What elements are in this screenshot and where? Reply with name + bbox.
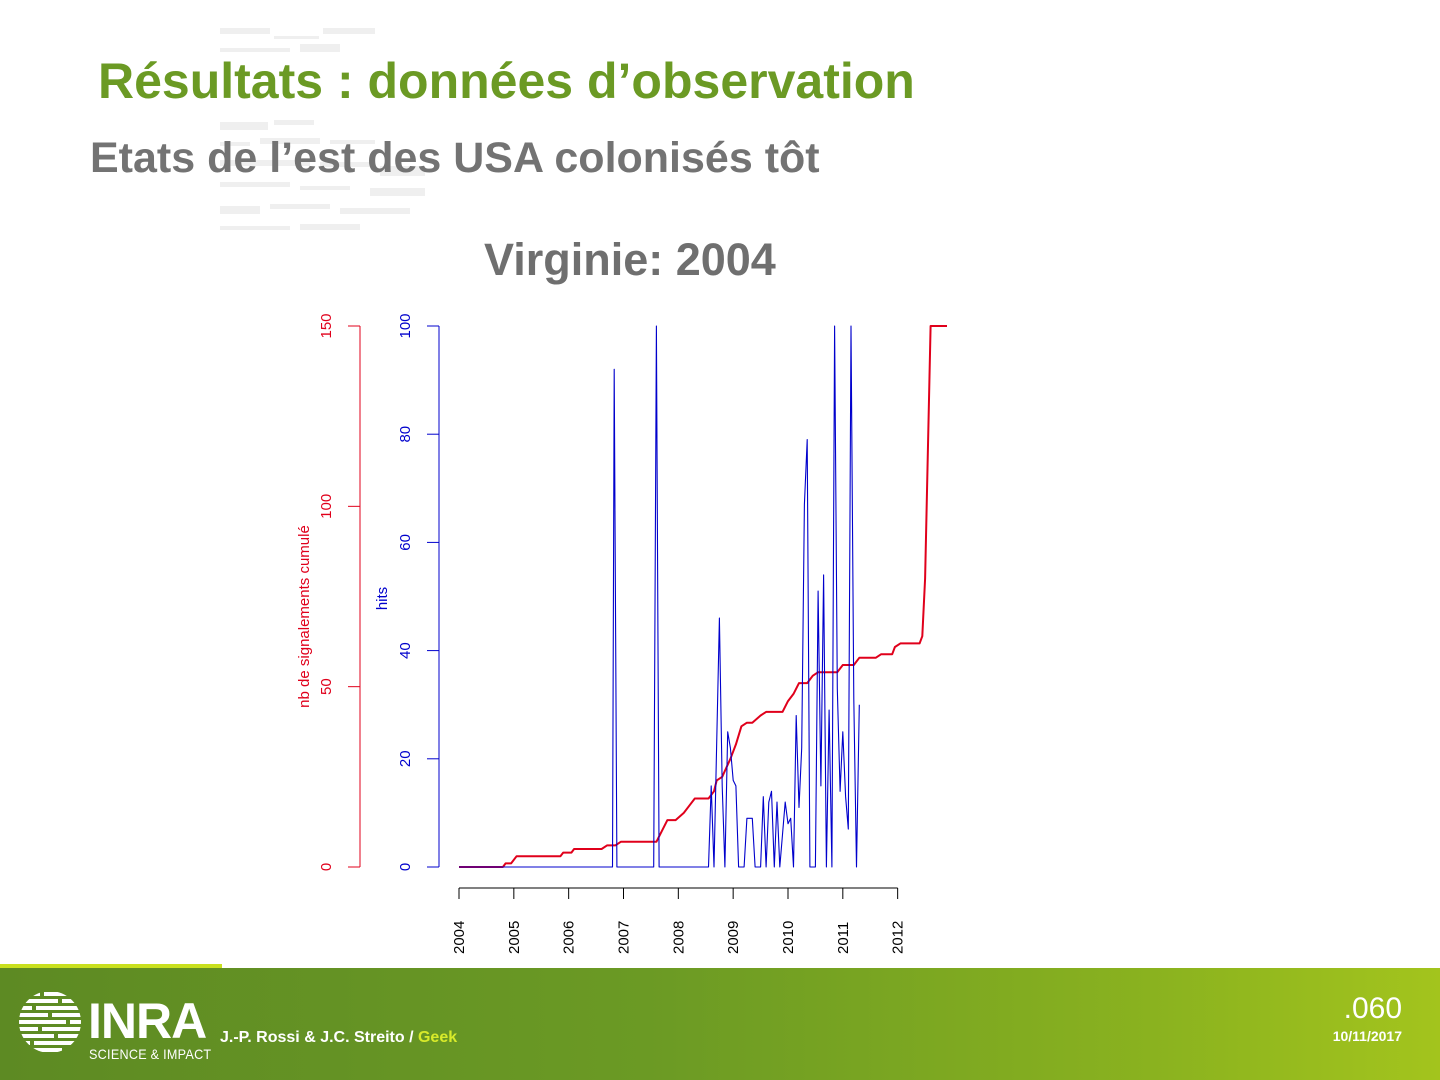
hits-axis-tick-label: 80 bbox=[397, 426, 414, 443]
hits-axis-tick-label: 0 bbox=[397, 863, 414, 871]
dual-axis-line-chart: 0 50 100 150 nb de signalements cumulé 0 20 40… bbox=[296, 313, 947, 954]
logo-tagline: SCIENCE & IMPACT bbox=[89, 1046, 212, 1062]
authors-text: J.-P. Rossi & J.C. Streito / bbox=[220, 1029, 418, 1046]
x-axis-tick-label: 2007 bbox=[615, 921, 632, 954]
left-axis-tick-label: 100 bbox=[318, 494, 335, 519]
footer-band: INRA SCIENCE & IMPACT J.-P. Rossi & J.C.… bbox=[0, 968, 1440, 1080]
logo-wordmark: INRA bbox=[88, 993, 207, 1049]
hits-axis-tick-label: 100 bbox=[397, 313, 414, 338]
series-layer bbox=[459, 325, 947, 868]
footer-accent-bar bbox=[0, 964, 222, 970]
hits-axis-tick-label: 40 bbox=[397, 642, 414, 659]
x-axis-tick-label: 2011 bbox=[835, 922, 852, 954]
x-axis-tick-label: 2009 bbox=[725, 921, 742, 954]
chart-title: Virginie: 2004 bbox=[484, 234, 776, 285]
x-axis-tick-label: 2004 bbox=[451, 921, 468, 954]
inra-logo-icon bbox=[19, 992, 81, 1052]
x-axis-tick-label: 2006 bbox=[561, 921, 578, 954]
x-axis-tick-label: 2010 bbox=[780, 921, 797, 954]
x-axis-tick-label: 2005 bbox=[506, 921, 523, 954]
slide-title: Résultats : données d’observation bbox=[98, 53, 915, 109]
right-y-axis: 0 20 40 60 80 100 hits bbox=[374, 313, 440, 871]
hits-axis-tick-label: 20 bbox=[397, 750, 414, 767]
left-axis-tick-label: 50 bbox=[318, 678, 335, 695]
left-y-axis: 0 50 100 150 nb de signalements cumulé bbox=[296, 313, 361, 871]
authors-highlight: Geek bbox=[417, 1029, 458, 1046]
footer-authors: J.-P. Rossi & J.C. Streito / Geek bbox=[220, 1029, 457, 1047]
slide-date: 10/11/2017 bbox=[1332, 1028, 1402, 1044]
hits-axis-tick-label: 60 bbox=[397, 534, 414, 551]
cumulative-reports-line bbox=[459, 325, 947, 868]
x-axis-tick-label: 2008 bbox=[670, 921, 687, 954]
slide-subtitle: Etats de l’est des USA colonisés tôt bbox=[90, 134, 820, 182]
hits-axis-title: hits bbox=[374, 587, 391, 610]
slide-number: .060 bbox=[1343, 992, 1402, 1025]
left-axis-title: nb de signalements cumulé bbox=[296, 525, 313, 708]
hits-line bbox=[459, 325, 860, 868]
decorative-stripes bbox=[220, 28, 425, 230]
left-axis-tick-label: 150 bbox=[318, 313, 335, 338]
x-axis: 2004 2005 2006 2007 2008 2009 2010 2011 2012 bbox=[451, 887, 907, 954]
left-axis-tick-label: 0 bbox=[318, 863, 335, 871]
x-axis-tick-label: 2012 bbox=[890, 921, 907, 954]
